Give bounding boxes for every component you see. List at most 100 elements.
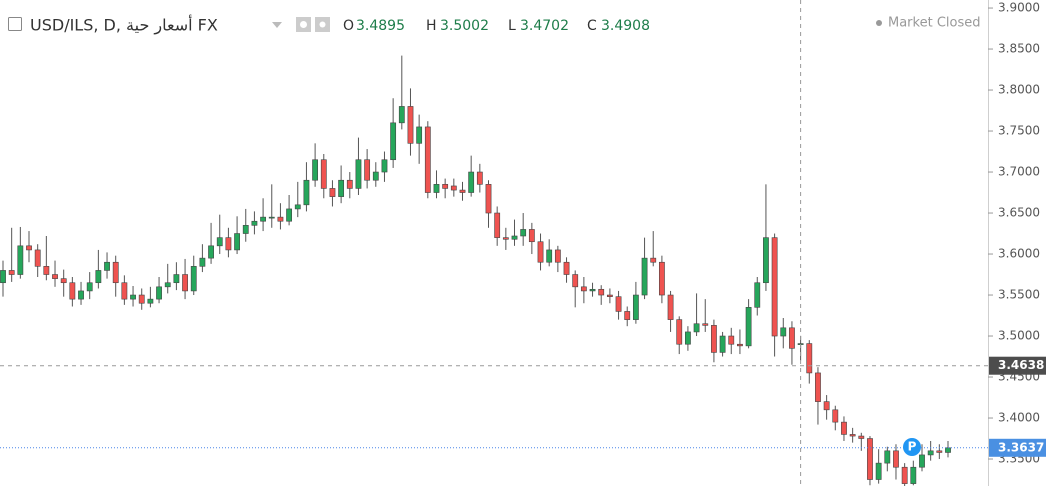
candle-body [346, 179, 353, 189]
candle-body [329, 188, 336, 197]
candle-body [208, 245, 214, 259]
y-tick-label: 3.9000 [998, 1, 1040, 15]
candle-body [520, 229, 527, 237]
candle-body [667, 294, 674, 320]
last-price-box [989, 438, 1046, 457]
candle-body [841, 421, 847, 435]
candle-body [225, 237, 232, 251]
candle-body [546, 249, 553, 263]
candle-body [823, 401, 830, 411]
candle-body [459, 189, 466, 193]
candle-body [745, 307, 752, 347]
candle-body [407, 106, 414, 144]
candle-body [702, 323, 709, 326]
candle-body [737, 343, 743, 347]
candle-body [60, 278, 67, 284]
candle-body [693, 323, 700, 333]
candle-body [173, 274, 180, 284]
candle-body [754, 282, 761, 308]
y-tick-label: 3.6500 [998, 206, 1040, 220]
candle-body [130, 294, 136, 300]
candle-body [867, 438, 873, 480]
candle-body [658, 261, 665, 296]
candle-body [598, 288, 605, 296]
candle-body [164, 282, 171, 288]
candle-body [502, 237, 509, 240]
candle-body [528, 229, 535, 243]
candle-body [936, 450, 943, 453]
candle-body [806, 343, 813, 374]
candle-body [398, 106, 405, 124]
candle-body [320, 159, 327, 189]
candle-body [468, 171, 475, 193]
candle-body [945, 447, 951, 453]
candle-body [52, 274, 58, 279]
y-tick-label: 3.8500 [998, 42, 1040, 56]
y-tick-label: 3.6000 [998, 247, 1040, 261]
candle-body [95, 270, 102, 284]
candle-body [355, 159, 362, 189]
candle-body [711, 325, 717, 353]
high-label: H [426, 18, 437, 34]
crosshair-price-label: 3.4638 [998, 358, 1044, 372]
candle-body [199, 257, 206, 267]
y-tick-label: 3.5000 [998, 329, 1040, 343]
visibility-icon-dot [300, 21, 307, 28]
candle-body [650, 257, 657, 263]
candle-body [234, 233, 240, 251]
candle-body [86, 282, 93, 292]
candle-body [147, 298, 154, 304]
candle-body [364, 159, 371, 181]
marker [903, 438, 921, 456]
candle-body [0, 270, 6, 284]
crosshair-price-box [989, 356, 1046, 375]
candle-body [728, 335, 735, 345]
candle-body [182, 274, 188, 292]
candle-body [34, 249, 41, 267]
candle-body [875, 462, 882, 480]
candle-body [112, 261, 119, 284]
candle-body [719, 335, 726, 353]
candle-body [494, 212, 501, 238]
candle-body [685, 331, 691, 345]
candle-body [251, 220, 258, 226]
market-status: Market Closed [888, 16, 981, 31]
candle-body [780, 327, 787, 337]
candle-body [17, 245, 24, 275]
candle-body [910, 466, 917, 484]
candle-body [26, 245, 32, 251]
candle-body [268, 216, 275, 219]
candle-body [485, 184, 492, 214]
open-value: 3.4895 [356, 18, 405, 34]
candle-body [563, 261, 570, 275]
candle-body [919, 454, 925, 468]
y-tick-label: 3.4000 [998, 411, 1040, 425]
candle-body [277, 216, 284, 222]
plot-area [0, 0, 988, 486]
candle-body [442, 184, 449, 189]
candle-body [849, 434, 856, 437]
candle-body [511, 235, 518, 240]
candle-body [294, 204, 301, 210]
candle-body [104, 261, 110, 271]
dropdown-arrow[interactable] [272, 22, 282, 28]
candle-body [789, 327, 795, 349]
high-value: 3.5002 [440, 18, 489, 34]
candle-body [884, 450, 891, 464]
y-tick-label: 3.7000 [998, 165, 1040, 179]
candle-body [832, 409, 839, 423]
candle-body [537, 241, 544, 263]
candle-body [69, 282, 76, 300]
candle-body [260, 216, 266, 222]
collapse-icon[interactable] [8, 17, 22, 31]
candle-body [43, 266, 50, 275]
candle-body [303, 179, 310, 206]
candle-body [606, 294, 613, 297]
y-tick-label: 3.7500 [998, 124, 1040, 138]
candle-body [433, 184, 440, 193]
candle-body [121, 282, 128, 300]
candle-body [450, 185, 457, 191]
candle-body [580, 286, 587, 292]
candle-body [372, 171, 379, 181]
candle-body [476, 171, 483, 185]
